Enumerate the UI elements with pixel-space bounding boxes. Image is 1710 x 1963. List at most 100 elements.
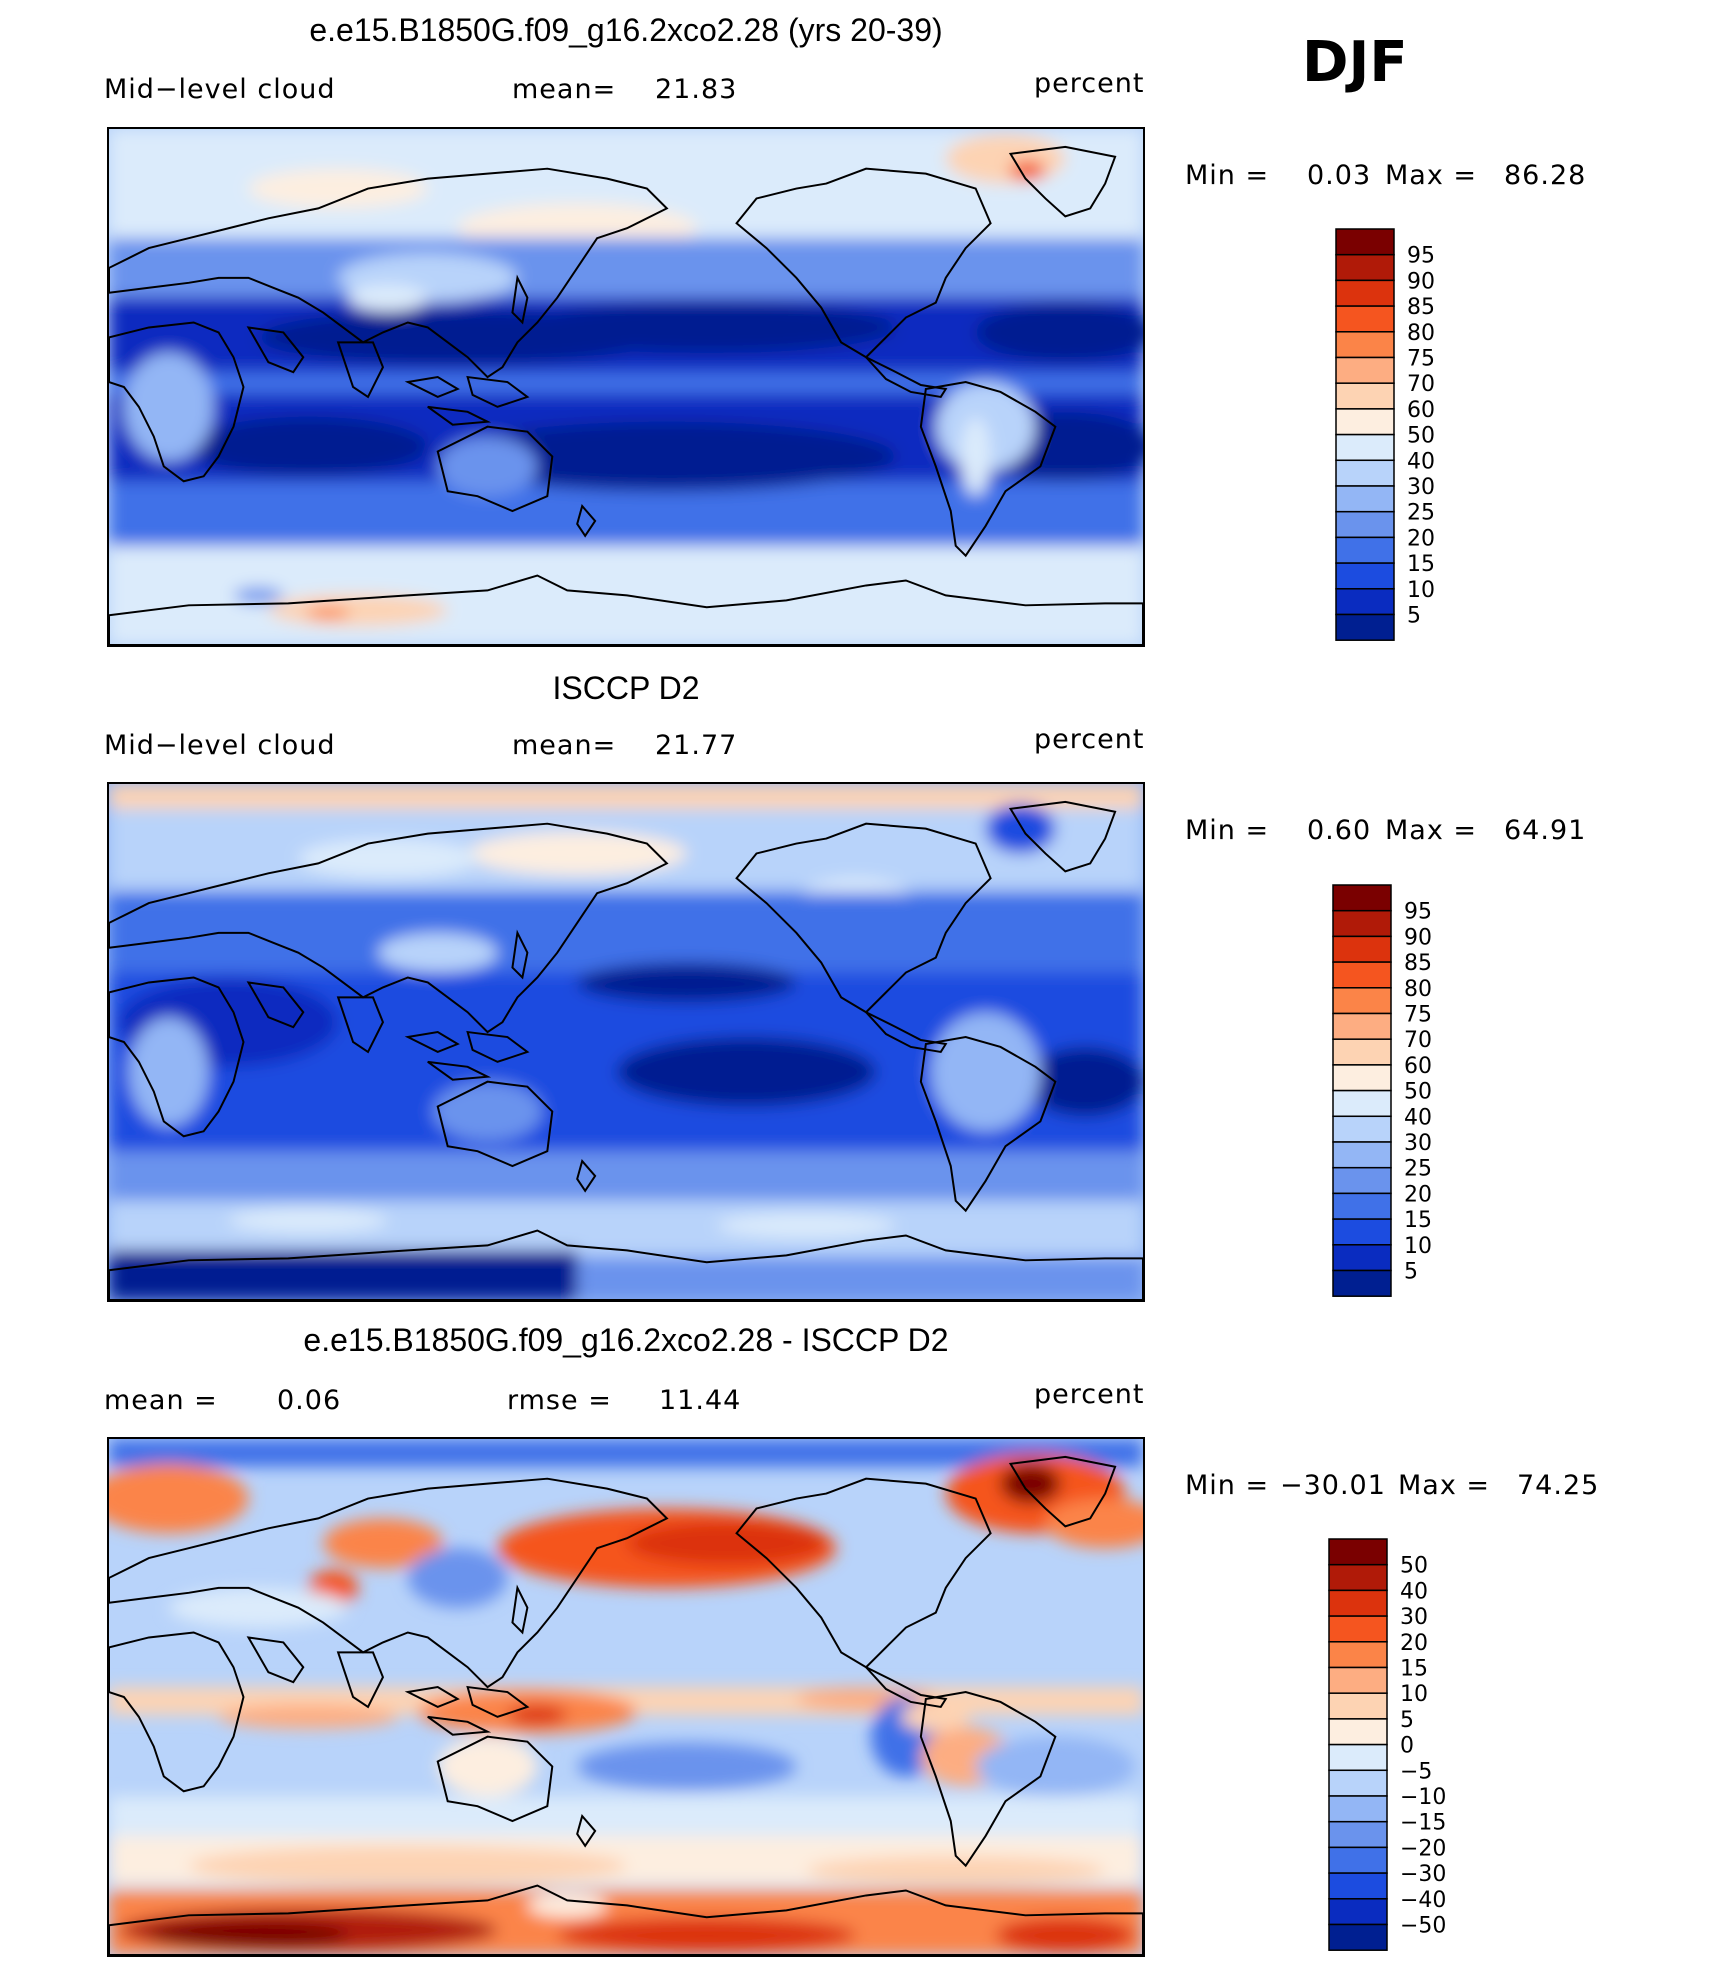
colorbar-swatch — [1332, 1166, 1392, 1195]
colorbar-tick-label: 70 — [1404, 1028, 1432, 1053]
panel-1-units: percent — [1034, 68, 1145, 99]
panel-3-max-label: Max = — [1398, 1470, 1491, 1501]
colorbar-swatch — [1332, 935, 1392, 963]
colorbar-swatch — [1335, 408, 1395, 436]
colorbar-tick-label: 25 — [1407, 501, 1435, 526]
colorbar-swatch — [1335, 279, 1395, 307]
colorbar-tick-label: 50 — [1407, 424, 1435, 449]
colorbar-swatch — [1332, 1038, 1392, 1066]
panel-2-units: percent — [1034, 724, 1145, 755]
panel-1-map — [107, 127, 1145, 647]
colorbar-tick-label: 85 — [1407, 295, 1435, 320]
colorbar-tick-label: 15 — [1404, 1208, 1432, 1233]
colorbar-tick-label: 85 — [1404, 951, 1432, 976]
colorbar-tick-label: 10 — [1400, 1682, 1428, 1707]
colorbar-swatch — [1335, 459, 1395, 487]
panel-2-variable-label: Mid−level cloud — [104, 730, 336, 761]
colorbar-tick-label: 70 — [1407, 372, 1435, 397]
panel-3-units: percent — [1034, 1379, 1145, 1410]
colorbar-swatch — [1332, 909, 1392, 938]
colorbar-tick-label: 90 — [1407, 269, 1435, 294]
colorbar-tick-label: 5 — [1400, 1708, 1414, 1733]
panel-2-max-label: Max = — [1385, 815, 1478, 846]
colorbar-swatch — [1335, 382, 1395, 410]
colorbar-swatch — [1328, 1820, 1388, 1849]
colorbar-tick-label: 20 — [1404, 1182, 1432, 1207]
panel-2-max-value: 64.91 — [1504, 815, 1587, 846]
panel-1-min-label: Min = — [1185, 160, 1270, 191]
panel-1-title: e.e15.B1850G.f09_g16.2xco2.28 (yrs 20-39… — [309, 12, 943, 48]
colorbar-tick-label: 40 — [1400, 1579, 1428, 1604]
colorbar-swatch — [1328, 1923, 1388, 1951]
panel-1-mean-label: mean= — [512, 74, 617, 105]
colorbar-swatch — [1328, 1692, 1388, 1720]
colorbar-tick-label: −5 — [1400, 1759, 1432, 1784]
colorbar-swatch — [1328, 1898, 1388, 1926]
panel-2-title: ISCCP D2 — [552, 670, 700, 706]
colorbar-tick-label: −20 — [1400, 1836, 1446, 1861]
colorbar-swatch — [1332, 1115, 1392, 1143]
panel-3-rmse-value: 11.44 — [659, 1385, 742, 1416]
colorbar-tick-label: 80 — [1407, 321, 1435, 346]
colorbar-swatch — [1332, 1089, 1392, 1118]
colorbar-swatch — [1332, 1244, 1392, 1272]
colorbar-swatch — [1328, 1769, 1388, 1797]
panel-2-mean-label: mean= — [512, 730, 617, 761]
colorbar-swatch — [1335, 562, 1395, 590]
colorbar-tick-label: −15 — [1400, 1811, 1446, 1836]
panel-2-map — [107, 782, 1145, 1302]
colorbar-tick-label: 90 — [1404, 925, 1432, 950]
colorbar-tick-label: 10 — [1404, 1234, 1432, 1259]
colorbar-swatch — [1335, 485, 1395, 513]
colorbar-tick-label: 75 — [1407, 347, 1435, 372]
panel-2-colorbar: 95 90 85 80 75 70 60 50 40 30 25 20 15 10 5 — [1332, 884, 1472, 1300]
colorbar-swatch — [1335, 228, 1395, 256]
panel-2-min-value: 0.60 — [1307, 815, 1372, 846]
season-label: DJF — [1302, 30, 1408, 95]
colorbar-swatch — [1328, 1666, 1388, 1694]
colorbar-tick-label: 15 — [1407, 552, 1435, 577]
panel-3-min-value: −30.01 — [1280, 1470, 1386, 1501]
panel-3-rmse-label: rmse = — [507, 1385, 612, 1416]
colorbar-tick-label: 50 — [1400, 1554, 1428, 1579]
colorbar-swatch — [1335, 331, 1395, 359]
colorbar-swatch — [1328, 1743, 1388, 1772]
panel-2-mean-value: 21.77 — [655, 730, 738, 761]
colorbar-swatch — [1335, 253, 1395, 282]
panel-1-max-label: Max = — [1385, 160, 1478, 191]
panel-1-min-value: 0.03 — [1307, 160, 1372, 191]
colorbar-swatch — [1335, 588, 1395, 616]
colorbar-tick-label: 95 — [1407, 244, 1435, 269]
panel-1-mean-value: 21.83 — [655, 74, 738, 105]
colorbar-swatch — [1335, 613, 1395, 641]
colorbar-swatch — [1328, 1538, 1388, 1566]
colorbar-tick-label: 40 — [1407, 449, 1435, 474]
colorbar-swatch — [1332, 1269, 1392, 1297]
colorbar-tick-label: 75 — [1404, 1003, 1432, 1028]
colorbar-swatch — [1328, 1872, 1388, 1900]
panel-2-min-label: Min = — [1185, 815, 1270, 846]
panel-3-mean-value: 0.06 — [277, 1385, 342, 1416]
colorbar-swatch — [1332, 987, 1392, 1015]
panel-3-map — [107, 1437, 1145, 1957]
colorbar-swatch — [1328, 1846, 1388, 1874]
colorbar-tick-label: 50 — [1404, 1080, 1432, 1105]
colorbar-swatch — [1332, 884, 1392, 912]
panel-3-max-value: 74.25 — [1517, 1470, 1600, 1501]
colorbar-tick-label: 0 — [1400, 1734, 1414, 1759]
colorbar-tick-label: −50 — [1400, 1914, 1446, 1939]
colorbar-swatch — [1328, 1641, 1388, 1669]
colorbar-tick-label: 95 — [1404, 900, 1432, 925]
panel-3-colorbar: 50 40 30 20 15 10 5 0 −5 −10 −15 −20 −30 −40 −50 — [1328, 1538, 1468, 1954]
colorbar-tick-label: 40 — [1404, 1105, 1432, 1130]
colorbar-swatch — [1332, 1218, 1392, 1246]
panel-3-mean-label: mean = — [104, 1385, 218, 1416]
colorbar-swatch — [1328, 1589, 1388, 1617]
panel-1-max-value: 86.28 — [1504, 160, 1587, 191]
panel-1-colorbar: 95 90 85 80 75 70 60 50 40 30 25 20 15 10 5 — [1335, 228, 1475, 644]
colorbar-tick-label: 60 — [1407, 398, 1435, 423]
colorbar-swatch — [1332, 961, 1392, 989]
colorbar-swatch — [1332, 1012, 1392, 1040]
colorbar-tick-label: 5 — [1407, 604, 1421, 629]
colorbar-tick-label: 5 — [1404, 1260, 1418, 1285]
